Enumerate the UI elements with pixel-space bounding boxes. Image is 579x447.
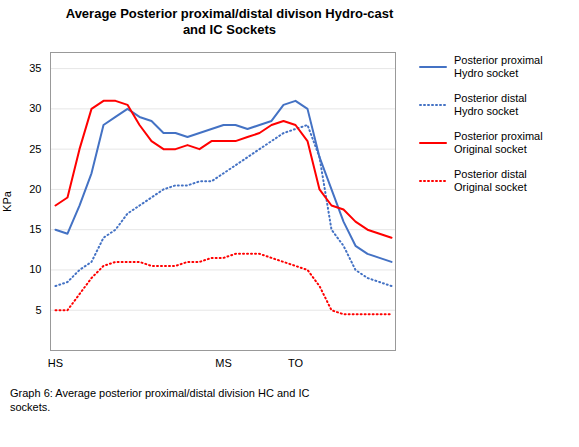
html-text:Average Posterior proximal/dis: Average Posterior proximal/distal diviso…: [65, 6, 394, 37]
svg-text:35: 35: [29, 62, 41, 74]
svg-text:30: 30: [29, 102, 41, 114]
svg-text:TO: TO: [288, 357, 304, 369]
svg-text:15: 15: [29, 223, 41, 235]
html-text:Posterior distal Hydro socket: Posterior distal Hydro socket: [454, 92, 527, 117]
svg-text:KPa: KPa: [1, 190, 13, 212]
svg-text:25: 25: [29, 143, 41, 155]
html-text:Posterior distal Original sock: Posterior distal Original socket: [454, 168, 527, 193]
svg-text:10: 10: [29, 263, 41, 275]
svg-text:5: 5: [35, 304, 41, 316]
svg-text:HS: HS: [48, 357, 63, 369]
html-text:Graph 6: Average posterior pro: Graph 6: Average posterior proximal/dist…: [10, 387, 310, 413]
svg-text:MS: MS: [215, 357, 232, 369]
html-text:Posterior proximal Hydro socke: Posterior proximal Hydro socket: [454, 54, 543, 79]
html-text:Posterior proximal Original so: Posterior proximal Original socket: [454, 130, 543, 155]
svg-text:20: 20: [29, 183, 41, 195]
